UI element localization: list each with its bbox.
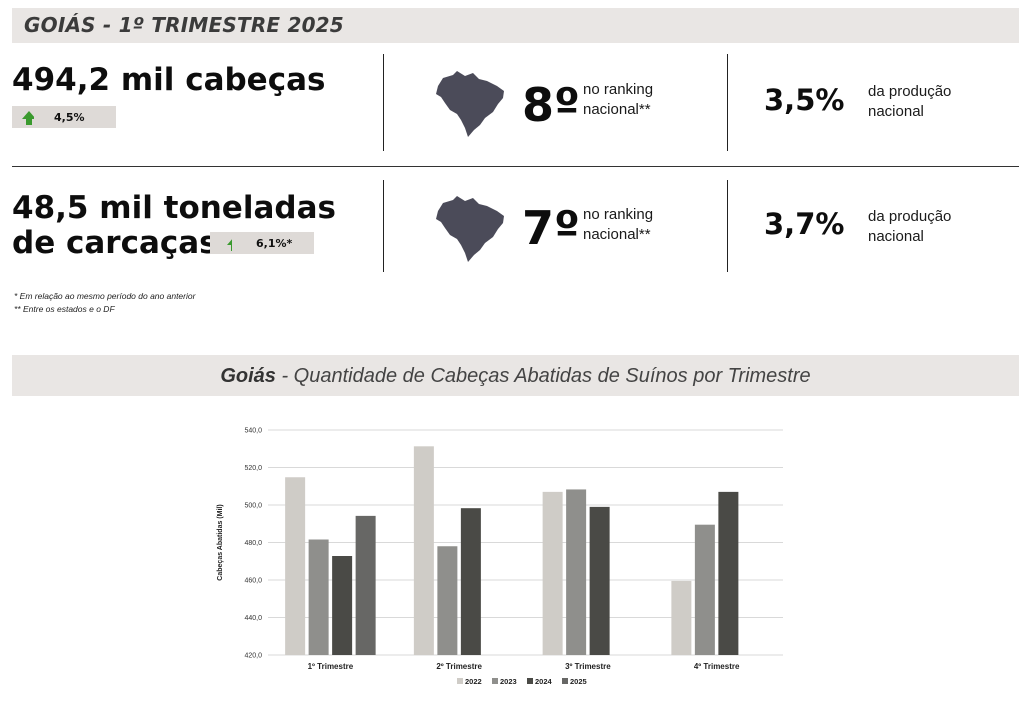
rank-carcass-label-2: nacional** [583,226,651,243]
heads-change-value: 4,5% [54,110,85,124]
bar-2022-1 [285,477,306,655]
bar-2023-3 [566,489,587,655]
bar-2024-4 [718,491,739,655]
y-axis-label: Cabeças Abatidas (Mil) [217,504,224,580]
bar-2025-1 [355,515,376,655]
bar-2023-4 [694,524,715,655]
bar-2022-3 [542,491,563,655]
legend-label-2023: 2023 [500,677,517,686]
bar-2024-3 [589,506,610,655]
y-tick-label: 500,0 [244,503,262,510]
divider [727,180,728,272]
carcass-change-badge: 6,1%* [210,232,314,254]
x-category-label: 4º Trimestre [694,662,740,671]
share-carcass-label-2: nacional [868,228,924,245]
y-tick-label: 540,0 [244,428,262,435]
carcass-value-line-2: de carcaças [12,225,218,261]
chart-title: Goiás - Quantidade de Cabeças Abatidas d… [12,365,1019,388]
bar-2022-2 [413,446,434,655]
legend-label-2025: 2025 [570,677,587,686]
footnote-2: ** Entre os estados e o DF [14,304,115,314]
carcass-change-value: 6,1%* [256,236,293,250]
y-tick-label: 480,0 [244,540,262,547]
chart-title-bold: Goiás [220,365,276,387]
bar-2024-2 [460,508,481,655]
bar-chart: 420,0 440,0 460,0 480,0 500,0 520,0 540,0 Cabeç… [217,428,783,686]
brazil-map-icon [436,71,504,137]
y-tick-label: 440,0 [244,615,262,622]
divider [383,180,384,272]
share-carcass-label-1: da produção [868,208,952,225]
legend-label-2022: 2022 [465,677,482,686]
share-heads-label-2: nacional [868,103,924,120]
y-tick-label: 460,0 [244,578,262,585]
divider [383,54,384,151]
rank-heads-label-1: no ranking [583,81,654,98]
rank-carcass-label-1: no ranking [583,206,654,223]
chart-title-banner: Goiás - Quantidade de Cabeças Abatidas d… [12,355,1019,396]
brazil-map-icon [436,196,504,262]
page-title: GOIÁS - 1º TRIMESTRE 2025 [24,13,344,37]
share-heads-pct: 3,5% [764,83,845,117]
y-tick-label: 520,0 [244,465,262,472]
footnote-1: * Em relação ao mesmo período do ano ant… [14,291,196,301]
legend-swatch-2025 [562,678,568,684]
bar-2022-4 [671,580,692,655]
rank-heads-label-2: nacional** [583,101,651,118]
bar-2023-1 [308,539,329,655]
rank-carcass-number: 7º [522,201,580,255]
carcass-value-line-1: 48,5 mil toneladas [12,190,336,226]
legend-label-2024: 2024 [535,677,553,686]
bar-2023-2 [437,546,458,655]
x-category-label: 2º Trimestre [436,662,482,671]
header-banner: GOIÁS - 1º TRIMESTRE 2025 [12,8,1019,43]
x-category-label: 1º Trimestre [308,662,354,671]
share-carcass-pct: 3,7% [764,207,845,241]
legend-swatch-2024 [527,678,533,684]
rank-heads-number: 8º [522,78,580,132]
x-category-label: 3º Trimestre [565,662,611,671]
legend-swatch-2022 [457,678,463,684]
up-arrow-icon [210,232,241,254]
bar-2024-1 [332,556,353,655]
row-divider [12,166,1019,167]
up-arrow-icon [12,106,36,128]
divider [727,54,728,151]
y-tick-label: 420,0 [244,653,262,660]
chart-title-rest: - Quantidade de Cabeças Abatidas de Suín… [275,365,811,387]
legend-swatch-2023 [492,678,498,684]
heads-change-badge: 4,5% [12,106,116,128]
share-heads-label-1: da produção [868,83,952,100]
heads-value: 494,2 mil cabeças [12,62,326,98]
